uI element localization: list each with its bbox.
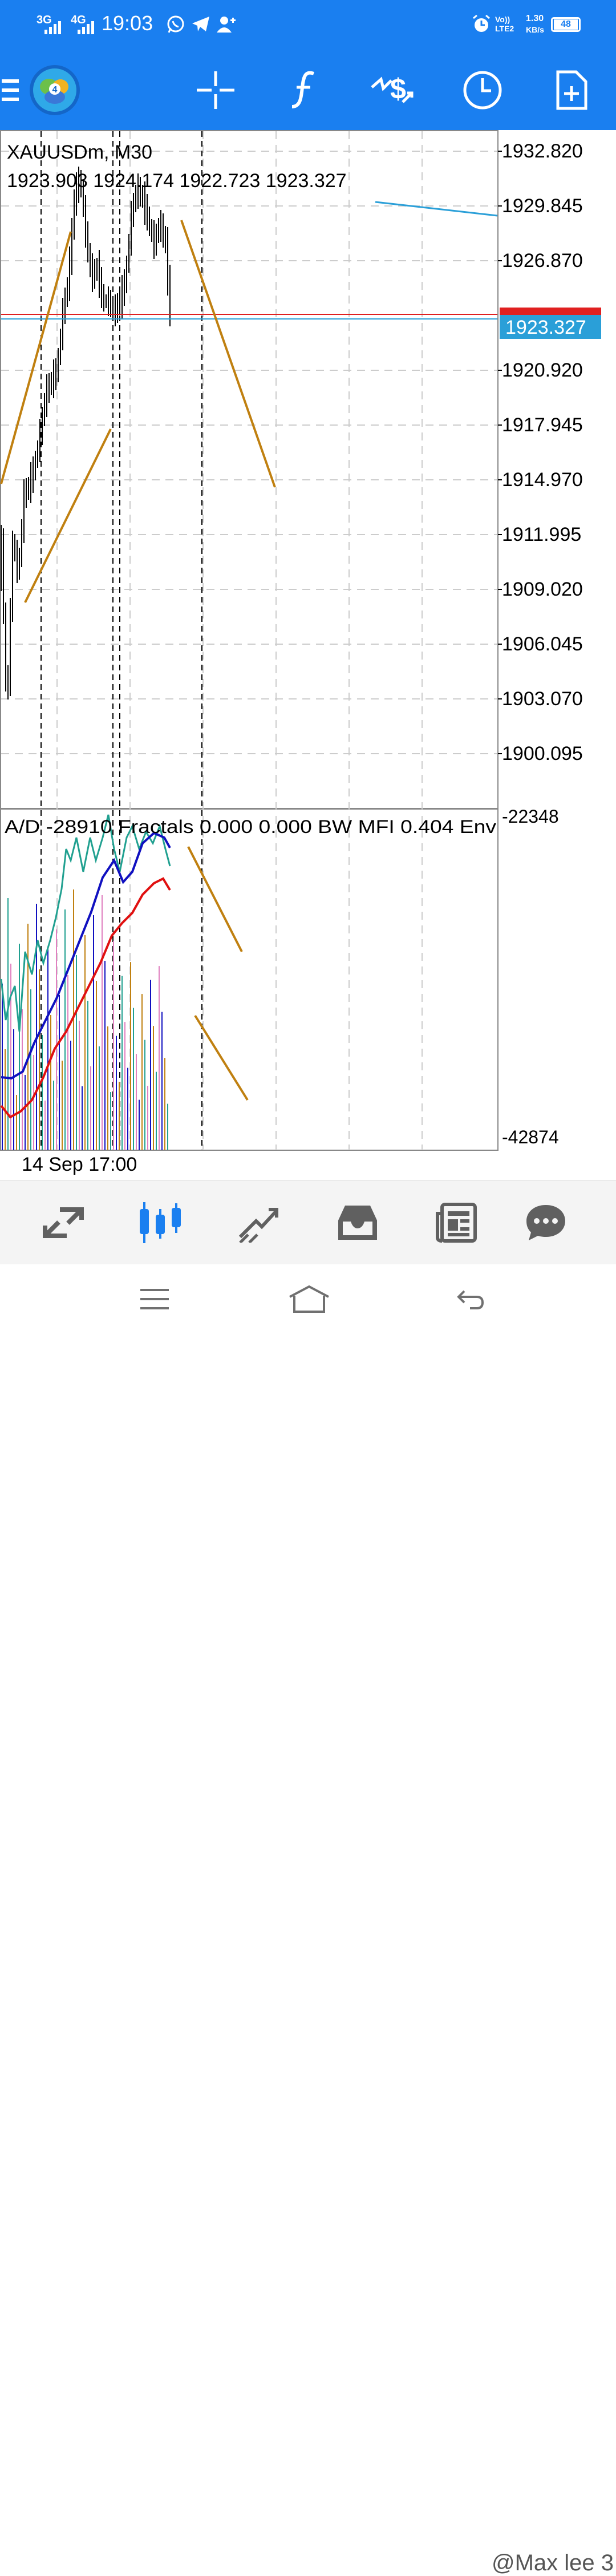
network-speed-unit: KB/s (526, 25, 544, 34)
recents-icon (140, 1289, 169, 1309)
chart-toolbar: 4 $ (0, 50, 616, 130)
nav-history[interactable] (315, 1180, 400, 1265)
crosshair-icon (197, 71, 234, 109)
price-tick: 1911.995 (502, 524, 581, 545)
templates-button[interactable] (538, 50, 605, 130)
price-tick: 1929.845 (502, 195, 583, 217)
back-icon (457, 1290, 484, 1309)
nav-messages[interactable] (503, 1180, 589, 1265)
status-bar: 3G 4G 19:03 Vo)) LTE2 1.30 KB/s 48 (0, 0, 616, 50)
back-button[interactable] (451, 1279, 491, 1319)
price-tick: 1926.870 (502, 250, 583, 272)
signal-4g: 4G (71, 14, 86, 26)
recents-button[interactable] (135, 1279, 175, 1319)
symbol-timeframe-label: XAUUSDm, M30 (7, 141, 152, 163)
trend-lines[interactable] (0, 220, 276, 1101)
signal-3g: 3G (37, 14, 52, 26)
chart-icon (140, 1202, 181, 1243)
metatrader-logo-button[interactable]: 4 (27, 50, 82, 130)
price-tick-marks (498, 151, 502, 754)
templates-icon (556, 70, 587, 110)
svg-text:4: 4 (52, 85, 58, 95)
price-bars (1, 167, 171, 699)
price-tick: 1917.945 (502, 414, 583, 436)
price-panel[interactable] (0, 130, 499, 809)
timeframe-button[interactable] (449, 50, 516, 130)
alarm-icon (471, 14, 492, 37)
news-icon (436, 1203, 477, 1243)
messages-icon (526, 1205, 565, 1240)
price-tick: 1900.095 (502, 743, 583, 765)
indicator-values-label: A/D -28910 Fractals 0.000 0.000 BW MFI 0… (5, 816, 496, 837)
indicator-scale-max: -22348 (502, 806, 559, 827)
home-icon (289, 1285, 329, 1313)
nav-quotes[interactable] (21, 1180, 106, 1265)
watermark-text: @Max lee 3 (491, 2550, 614, 2575)
objects-button[interactable]: $ (360, 50, 427, 130)
history-icon (338, 1206, 377, 1240)
signal-bars-icon (43, 21, 64, 37)
time-axis-label: 14 Sep 17:00 (22, 1154, 137, 1175)
contact-icon (216, 14, 236, 37)
chart-canvas[interactable]: 1932.820 1929.845 1926.870 1920.920 1917… (0, 130, 616, 1180)
ad-line (0, 814, 171, 1032)
price-scale: 1932.820 1929.845 1926.870 1920.920 1917… (502, 140, 583, 765)
price-tick: 1932.820 (502, 140, 583, 162)
indicator-scale-min: -42874 (502, 1127, 559, 1147)
clock-time: 19:03 (102, 11, 153, 35)
timeframe-clock-icon (463, 71, 502, 110)
price-tick: 1914.970 (502, 469, 583, 491)
indicators-icon (291, 71, 315, 108)
trend-line-blue[interactable] (375, 201, 498, 217)
signal-bars-icon (76, 21, 97, 37)
ma-blue-line (1, 831, 171, 1080)
ohlc-values-label: 1923.903 1924.174 1922.723 1923.327 (7, 170, 347, 192)
metatrader-logo-icon: 4 (30, 65, 80, 115)
chart-area[interactable]: 1932.820 1929.845 1926.870 1920.920 1917… (0, 130, 616, 1180)
quotes-icon (43, 1207, 84, 1238)
nav-chart[interactable] (117, 1180, 203, 1265)
indicators-button[interactable] (271, 50, 338, 130)
bid-price-label: 1923.327 (505, 317, 586, 338)
price-tick: 1906.045 (502, 633, 583, 655)
trade-icon (238, 1208, 278, 1243)
battery-icon: 48 (551, 17, 581, 32)
ma-red-line (0, 877, 171, 1119)
price-tick: 1903.070 (502, 688, 583, 710)
home-button[interactable] (285, 1279, 333, 1319)
crosshair-button[interactable] (183, 50, 249, 130)
indicator-panel[interactable] (0, 808, 499, 1151)
volte-label: Vo)) LTE2 (495, 15, 514, 33)
menu-icon (2, 79, 19, 101)
objects-icon: $ (371, 73, 414, 105)
price-tick: 1920.920 (502, 359, 583, 381)
price-tick: 1909.020 (502, 579, 583, 600)
network-speed: 1.30 (526, 14, 544, 23)
menu-button[interactable] (0, 50, 23, 130)
bid-price-badge (500, 315, 601, 339)
system-navigation-bar: @Max lee 3 (0, 1264, 616, 2575)
nav-news[interactable] (413, 1180, 499, 1265)
battery-level: 48 (554, 19, 578, 30)
telegram-icon (191, 14, 211, 37)
whatsapp-icon (165, 14, 186, 37)
bottom-navigation (0, 1180, 616, 1265)
nav-trade[interactable] (216, 1180, 301, 1265)
